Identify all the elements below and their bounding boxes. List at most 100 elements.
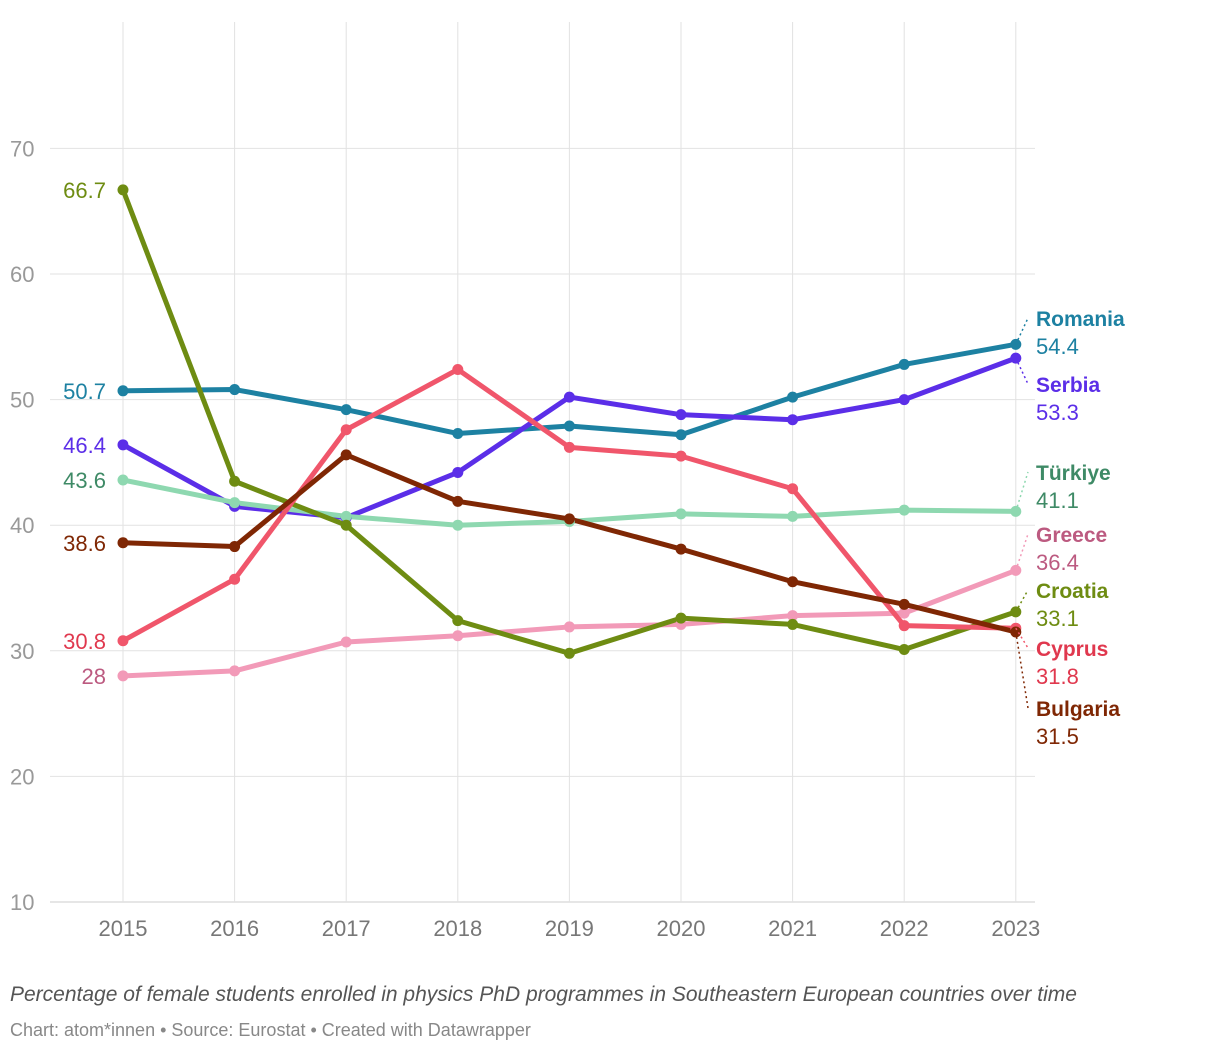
- end-label-name-serbia: Serbia: [1036, 374, 1101, 397]
- end-label-value-bulgaria: 31.5: [1036, 724, 1079, 749]
- end-label-name-romania: Romania: [1036, 308, 1125, 331]
- data-point-serbia-2021: [787, 414, 799, 426]
- data-point-croatia-2017: [340, 519, 352, 531]
- data-point-t-rkiye-2022: [898, 504, 910, 516]
- data-point-serbia-2019: [563, 391, 575, 403]
- x-tick-label-2021: 2021: [768, 916, 817, 941]
- data-point-greece-2019: [563, 621, 575, 633]
- data-point-bulgaria-2018: [452, 495, 464, 507]
- data-point-t-rkiye-2020: [675, 508, 687, 520]
- end-label-name-t-rkiye: Türkiye: [1036, 462, 1111, 485]
- data-point-croatia-2015: [117, 184, 129, 196]
- data-point-cyprus-2021: [787, 483, 799, 495]
- data-point-romania-2019: [563, 420, 575, 432]
- end-label-name-cyprus: Cyprus: [1036, 638, 1108, 661]
- data-point-bulgaria-2019: [563, 513, 575, 525]
- data-point-croatia-2016: [229, 475, 241, 487]
- x-tick-label-2016: 2016: [210, 916, 259, 941]
- start-label-t-rkiye: 43.6: [63, 468, 106, 493]
- y-axis-ticks: 10 20 30 40 50 60 70: [10, 136, 34, 915]
- x-tick-label-2017: 2017: [322, 916, 371, 941]
- series-start-labels: 50.7 46.4 43.6 28 66.7 30.8 38.6: [63, 178, 106, 689]
- series-points: [117, 184, 1022, 682]
- data-point-croatia-2018: [452, 615, 464, 627]
- start-label-greece: 28: [82, 664, 106, 689]
- data-point-romania-2017: [340, 404, 352, 416]
- x-tick-label-2018: 2018: [433, 916, 482, 941]
- data-point-cyprus-2017: [340, 424, 352, 436]
- y-tick-label-10: 10: [10, 890, 34, 915]
- data-point-cyprus-2018: [452, 363, 464, 375]
- data-point-croatia-2021: [787, 618, 799, 630]
- line-chart: 10 20 30 40 50 60 70 2015 2016 2017 2018 2019 2020 2…: [10, 22, 1125, 941]
- data-point-romania-2021: [787, 391, 799, 403]
- data-point-bulgaria-2021: [787, 576, 799, 588]
- data-point-bulgaria-2017: [340, 449, 352, 461]
- data-point-t-rkiye-2018: [452, 519, 464, 531]
- data-point-croatia-2022: [898, 644, 910, 656]
- data-point-romania-2015: [117, 385, 129, 397]
- end-label-value-greece: 36.4: [1036, 550, 1079, 575]
- y-tick-label-20: 20: [10, 764, 34, 789]
- data-point-greece-2017: [340, 636, 352, 648]
- end-label-leader-t-rkiye: [1015, 471, 1029, 512]
- end-label-name-croatia: Croatia: [1036, 580, 1109, 603]
- data-point-bulgaria-2022: [898, 598, 910, 610]
- data-point-bulgaria-2020: [675, 543, 687, 555]
- data-point-t-rkiye-2023: [1010, 505, 1022, 517]
- start-label-serbia: 46.4: [63, 433, 106, 458]
- data-point-romania-2022: [898, 358, 910, 370]
- y-tick-label-60: 60: [10, 262, 34, 287]
- data-point-cyprus-2019: [563, 441, 575, 453]
- data-point-romania-2018: [452, 428, 464, 440]
- data-point-bulgaria-2015: [117, 537, 129, 549]
- x-tick-label-2020: 2020: [657, 916, 706, 941]
- end-label-name-greece: Greece: [1036, 524, 1107, 547]
- end-label-leader-greece: [1015, 533, 1029, 571]
- x-gridlines: [122, 22, 1017, 902]
- y-tick-label-30: 30: [10, 639, 34, 664]
- data-point-greece-2015: [117, 670, 129, 682]
- data-point-greece-2022: [898, 607, 910, 619]
- y-tick-label-50: 50: [10, 388, 34, 413]
- data-point-t-rkiye-2016: [229, 497, 241, 509]
- end-label-value-romania: 54.4: [1036, 334, 1079, 359]
- data-point-greece-2018: [452, 630, 464, 642]
- x-tick-label-2015: 2015: [99, 916, 148, 941]
- start-label-bulgaria: 38.6: [63, 531, 106, 556]
- end-label-name-bulgaria: Bulgaria: [1036, 698, 1120, 721]
- chart-credits: Chart: atom*innen • Source: Eurostat • C…: [10, 1020, 531, 1040]
- data-point-cyprus-2022: [898, 620, 910, 632]
- data-point-romania-2020: [675, 429, 687, 441]
- data-point-bulgaria-2016: [229, 541, 241, 553]
- data-point-romania-2016: [229, 384, 241, 396]
- start-label-romania: 50.7: [63, 379, 106, 404]
- end-label-value-serbia: 53.3: [1036, 400, 1079, 425]
- data-point-cyprus-2020: [675, 450, 687, 462]
- series-end-labels: Romania 54.4 Serbia 53.3 Türkiye 41.1 Greece 36…: [1015, 308, 1125, 749]
- start-label-cyprus: 30.8: [63, 629, 106, 654]
- end-label-value-croatia: 33.1: [1036, 606, 1079, 631]
- data-point-t-rkiye-2015: [117, 474, 129, 486]
- data-point-serbia-2018: [452, 466, 464, 478]
- data-point-serbia-2022: [898, 394, 910, 406]
- y-gridlines: [50, 147, 1035, 903]
- y-tick-label-70: 70: [10, 136, 34, 161]
- data-point-cyprus-2015: [117, 635, 129, 647]
- x-tick-label-2019: 2019: [545, 916, 594, 941]
- data-point-serbia-2015: [117, 439, 129, 451]
- x-tick-label-2022: 2022: [880, 916, 929, 941]
- data-point-croatia-2019: [563, 647, 575, 659]
- x-axis-ticks: 2015 2016 2017 2018 2019 2020 2021 2022 2023: [99, 916, 1041, 941]
- start-label-croatia: 66.7: [63, 178, 106, 203]
- end-label-leader-cyprus: [1015, 627, 1029, 649]
- end-label-value-t-rkiye: 41.1: [1036, 488, 1079, 513]
- data-point-greece-2016: [229, 665, 241, 677]
- chart-caption: Percentage of female students enrolled i…: [10, 983, 1077, 1006]
- data-point-t-rkiye-2021: [787, 510, 799, 522]
- data-point-greece-2021: [787, 610, 799, 622]
- end-label-value-cyprus: 31.8: [1036, 664, 1079, 689]
- y-tick-label-40: 40: [10, 513, 34, 538]
- data-point-serbia-2020: [675, 409, 687, 421]
- data-point-cyprus-2016: [229, 573, 241, 585]
